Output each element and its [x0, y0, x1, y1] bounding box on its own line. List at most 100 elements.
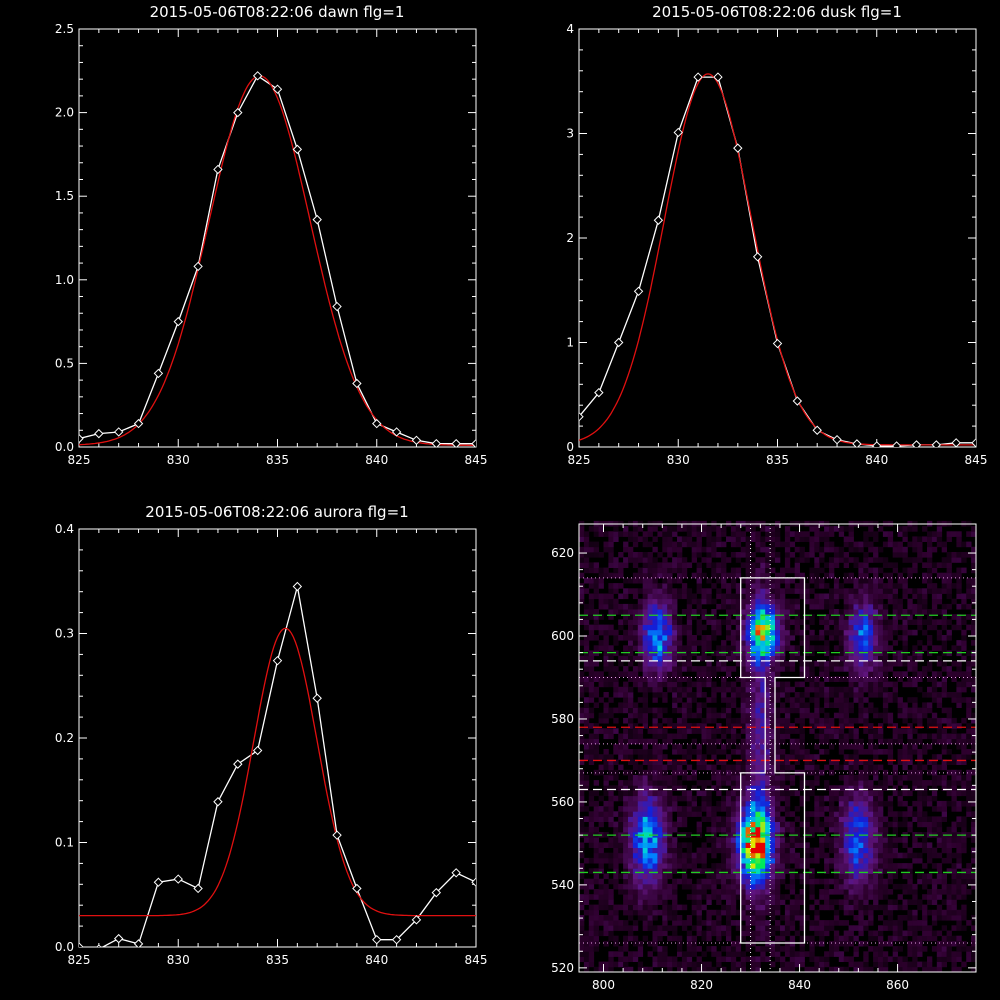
heatmap-cell [917, 588, 923, 594]
heatmap-cell [794, 655, 800, 662]
heatmap-cell [814, 593, 820, 600]
heatmap-cell [765, 852, 771, 859]
heatmap-cell [794, 567, 800, 574]
heatmap-cell [716, 769, 722, 776]
heatmap-cell [760, 759, 766, 765]
heatmap-cell [838, 717, 845, 724]
heatmap-cell [819, 847, 825, 854]
heatmap-cell [863, 811, 869, 817]
heatmap-cell [882, 614, 889, 620]
heatmap-cell [628, 847, 634, 854]
heatmap-cell [858, 697, 864, 703]
heatmap-cell [667, 614, 673, 620]
heatmap-cell [613, 692, 619, 698]
heatmap-cell [603, 857, 609, 864]
heatmap-cell [745, 671, 751, 677]
heatmap-cell [873, 681, 879, 688]
heatmap-cell [760, 583, 766, 589]
heatmap-cell [863, 614, 869, 620]
heatmap-cell [598, 894, 604, 900]
heatmap-cell [824, 614, 830, 620]
heatmap-cell [770, 749, 776, 755]
heatmap-cell [907, 925, 913, 931]
heatmap-cell [598, 526, 604, 532]
heatmap-cell [873, 676, 879, 682]
heatmap-cell [750, 785, 756, 791]
heatmap-cell [887, 749, 894, 755]
heatmap-cell [902, 883, 908, 890]
heatmap-cell [765, 671, 771, 677]
heatmap-cell [745, 863, 751, 869]
heatmap-cell [780, 956, 786, 962]
heatmap-cell [897, 920, 903, 926]
heatmap-cell [623, 562, 629, 568]
heatmap-cell [740, 800, 746, 807]
heatmap-cell [672, 889, 678, 895]
heatmap-cell [775, 883, 781, 890]
heatmap-cell [775, 583, 781, 589]
heatmap-cell [618, 749, 624, 755]
heatmap-cell [716, 816, 722, 822]
heatmap-cell [789, 852, 796, 859]
heatmap-cell [706, 588, 712, 594]
heatmap-cell [593, 930, 599, 937]
heatmap-cell [613, 915, 619, 921]
heatmap-cell [927, 966, 933, 973]
heatmap-cell [907, 811, 913, 817]
heatmap-cell [809, 536, 815, 542]
heatmap-cell [667, 883, 673, 890]
heatmap-cell [853, 717, 859, 724]
heatmap-cell [887, 904, 894, 911]
heatmap-cell [858, 915, 864, 921]
heatmap-cell [623, 738, 629, 745]
heatmap-cell [667, 609, 673, 615]
heatmap-cell [902, 743, 908, 750]
heatmap-cell [593, 816, 599, 822]
heatmap-cell [583, 837, 590, 843]
heatmap-cell [892, 614, 898, 620]
heatmap-cell [642, 754, 648, 760]
heatmap-cell [603, 832, 609, 838]
heatmap-cell [677, 966, 683, 973]
heatmap-cell [868, 878, 874, 885]
heatmap-cell [917, 795, 923, 802]
heatmap-cell [912, 536, 918, 542]
heatmap-cell [716, 878, 722, 885]
heatmap-cell [696, 686, 702, 693]
heatmap-cell [907, 609, 913, 615]
heatmap-cell [667, 546, 673, 553]
data-point [451, 438, 461, 447]
heatmap-cell [770, 603, 776, 610]
heatmap-cell [647, 868, 653, 874]
heatmap-cell [716, 577, 722, 584]
heatmap-cell [892, 946, 898, 952]
heatmap-cell [804, 821, 810, 828]
data-point [391, 934, 402, 945]
heatmap-cell [677, 562, 683, 568]
heatmap-cell [927, 692, 933, 698]
heatmap-cell [878, 733, 884, 740]
heatmap-cell [858, 800, 864, 807]
heatmap-cell [873, 624, 879, 631]
heatmap-cell [686, 723, 693, 729]
heatmap-cell [775, 531, 781, 537]
heatmap-cell [843, 686, 849, 693]
heatmap-cell [579, 712, 585, 719]
heatmap-cell [775, 645, 781, 651]
heatmap-cell [780, 707, 786, 714]
heatmap-cell [799, 837, 805, 843]
heatmap-cell [637, 557, 644, 563]
heatmap-cell [608, 712, 614, 719]
heatmap-cell [677, 795, 683, 802]
heatmap-cell [706, 733, 712, 740]
heatmap-cell [721, 806, 727, 812]
heatmap-cell [780, 624, 786, 631]
heatmap-cell [843, 889, 849, 895]
heatmap-cell [657, 728, 663, 734]
heatmap-cell [667, 826, 673, 833]
heatmap-cell [843, 754, 849, 760]
heatmap-cell [750, 728, 756, 734]
heatmap-cell [579, 598, 585, 605]
chart-title: 2015-05-06T08:22:06 aurora flg=1 [145, 503, 408, 521]
heatmap-cell [809, 681, 815, 688]
